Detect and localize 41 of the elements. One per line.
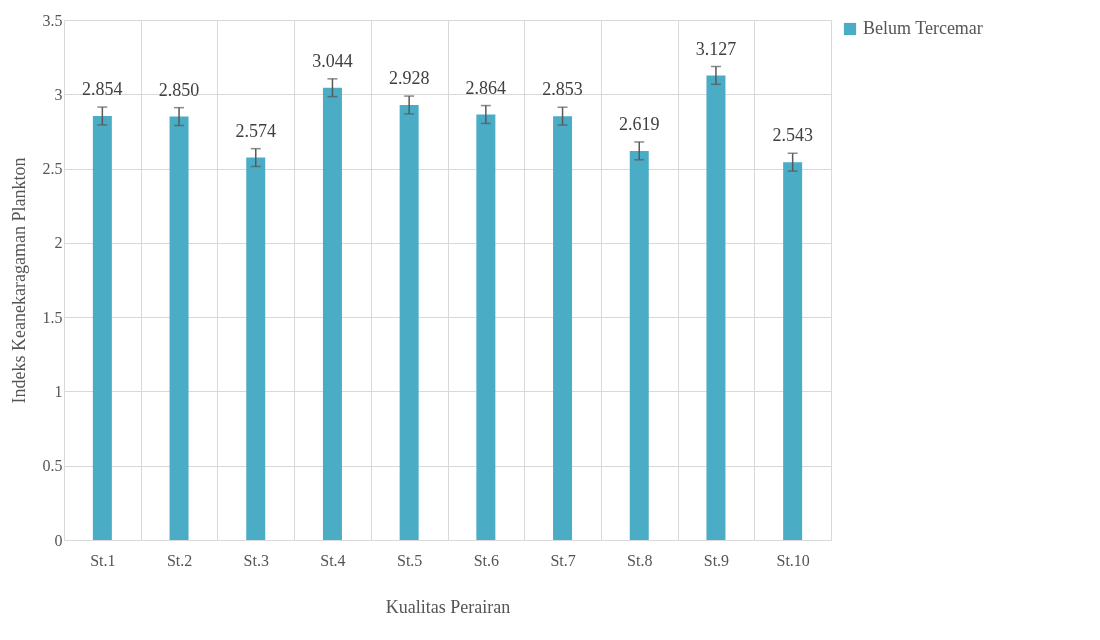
bar [706,75,726,540]
bar [399,104,419,540]
data-label: 2.619 [619,113,660,134]
x-tick-label: St.10 [776,551,810,569]
legend-label: Belum Tercemar [863,18,983,38]
x-tick-label: St.9 [703,551,730,569]
y-tick-label: 3 [54,85,63,103]
data-label: 2.853 [542,79,583,100]
y-tick-label: 1 [54,382,63,400]
data-label: 3.127 [695,38,737,59]
bar [553,116,573,540]
y-tick-label: 3.5 [42,11,63,29]
data-label: 2.543 [772,125,813,146]
y-tick-label: 2.5 [42,160,63,178]
y-axis-title: Indeks Keanekaragaman Plankton [8,157,29,404]
x-tick-label: St.4 [320,551,346,569]
data-label: 2.574 [235,120,276,141]
data-label: 2.850 [158,79,200,100]
y-tick-label: 2 [54,234,63,252]
y-tick-label: 0 [54,531,63,549]
x-axis-title: Kualitas Perairan [385,596,511,617]
data-label: 2.854 [82,79,123,100]
x-tick-label: St.1 [90,551,116,569]
bar [246,157,266,540]
x-tick-label: St.6 [473,551,500,569]
x-tick-label: St.7 [550,551,576,569]
y-tick-label: 1.5 [42,308,63,326]
bar [629,150,649,540]
data-label: 3.044 [312,50,353,71]
bar [322,87,342,540]
x-tick-label: St.8 [627,551,653,569]
bar [92,115,112,540]
y-tick-label: 0.5 [42,457,63,475]
bar [783,162,803,540]
data-label: 2.928 [388,68,430,89]
bar [476,114,496,540]
x-tick-label: St.2 [166,551,193,569]
data-label: 2.864 [465,77,507,98]
bar [169,116,189,540]
x-tick-label: St.3 [243,551,269,569]
x-tick-label: St.5 [396,551,423,569]
